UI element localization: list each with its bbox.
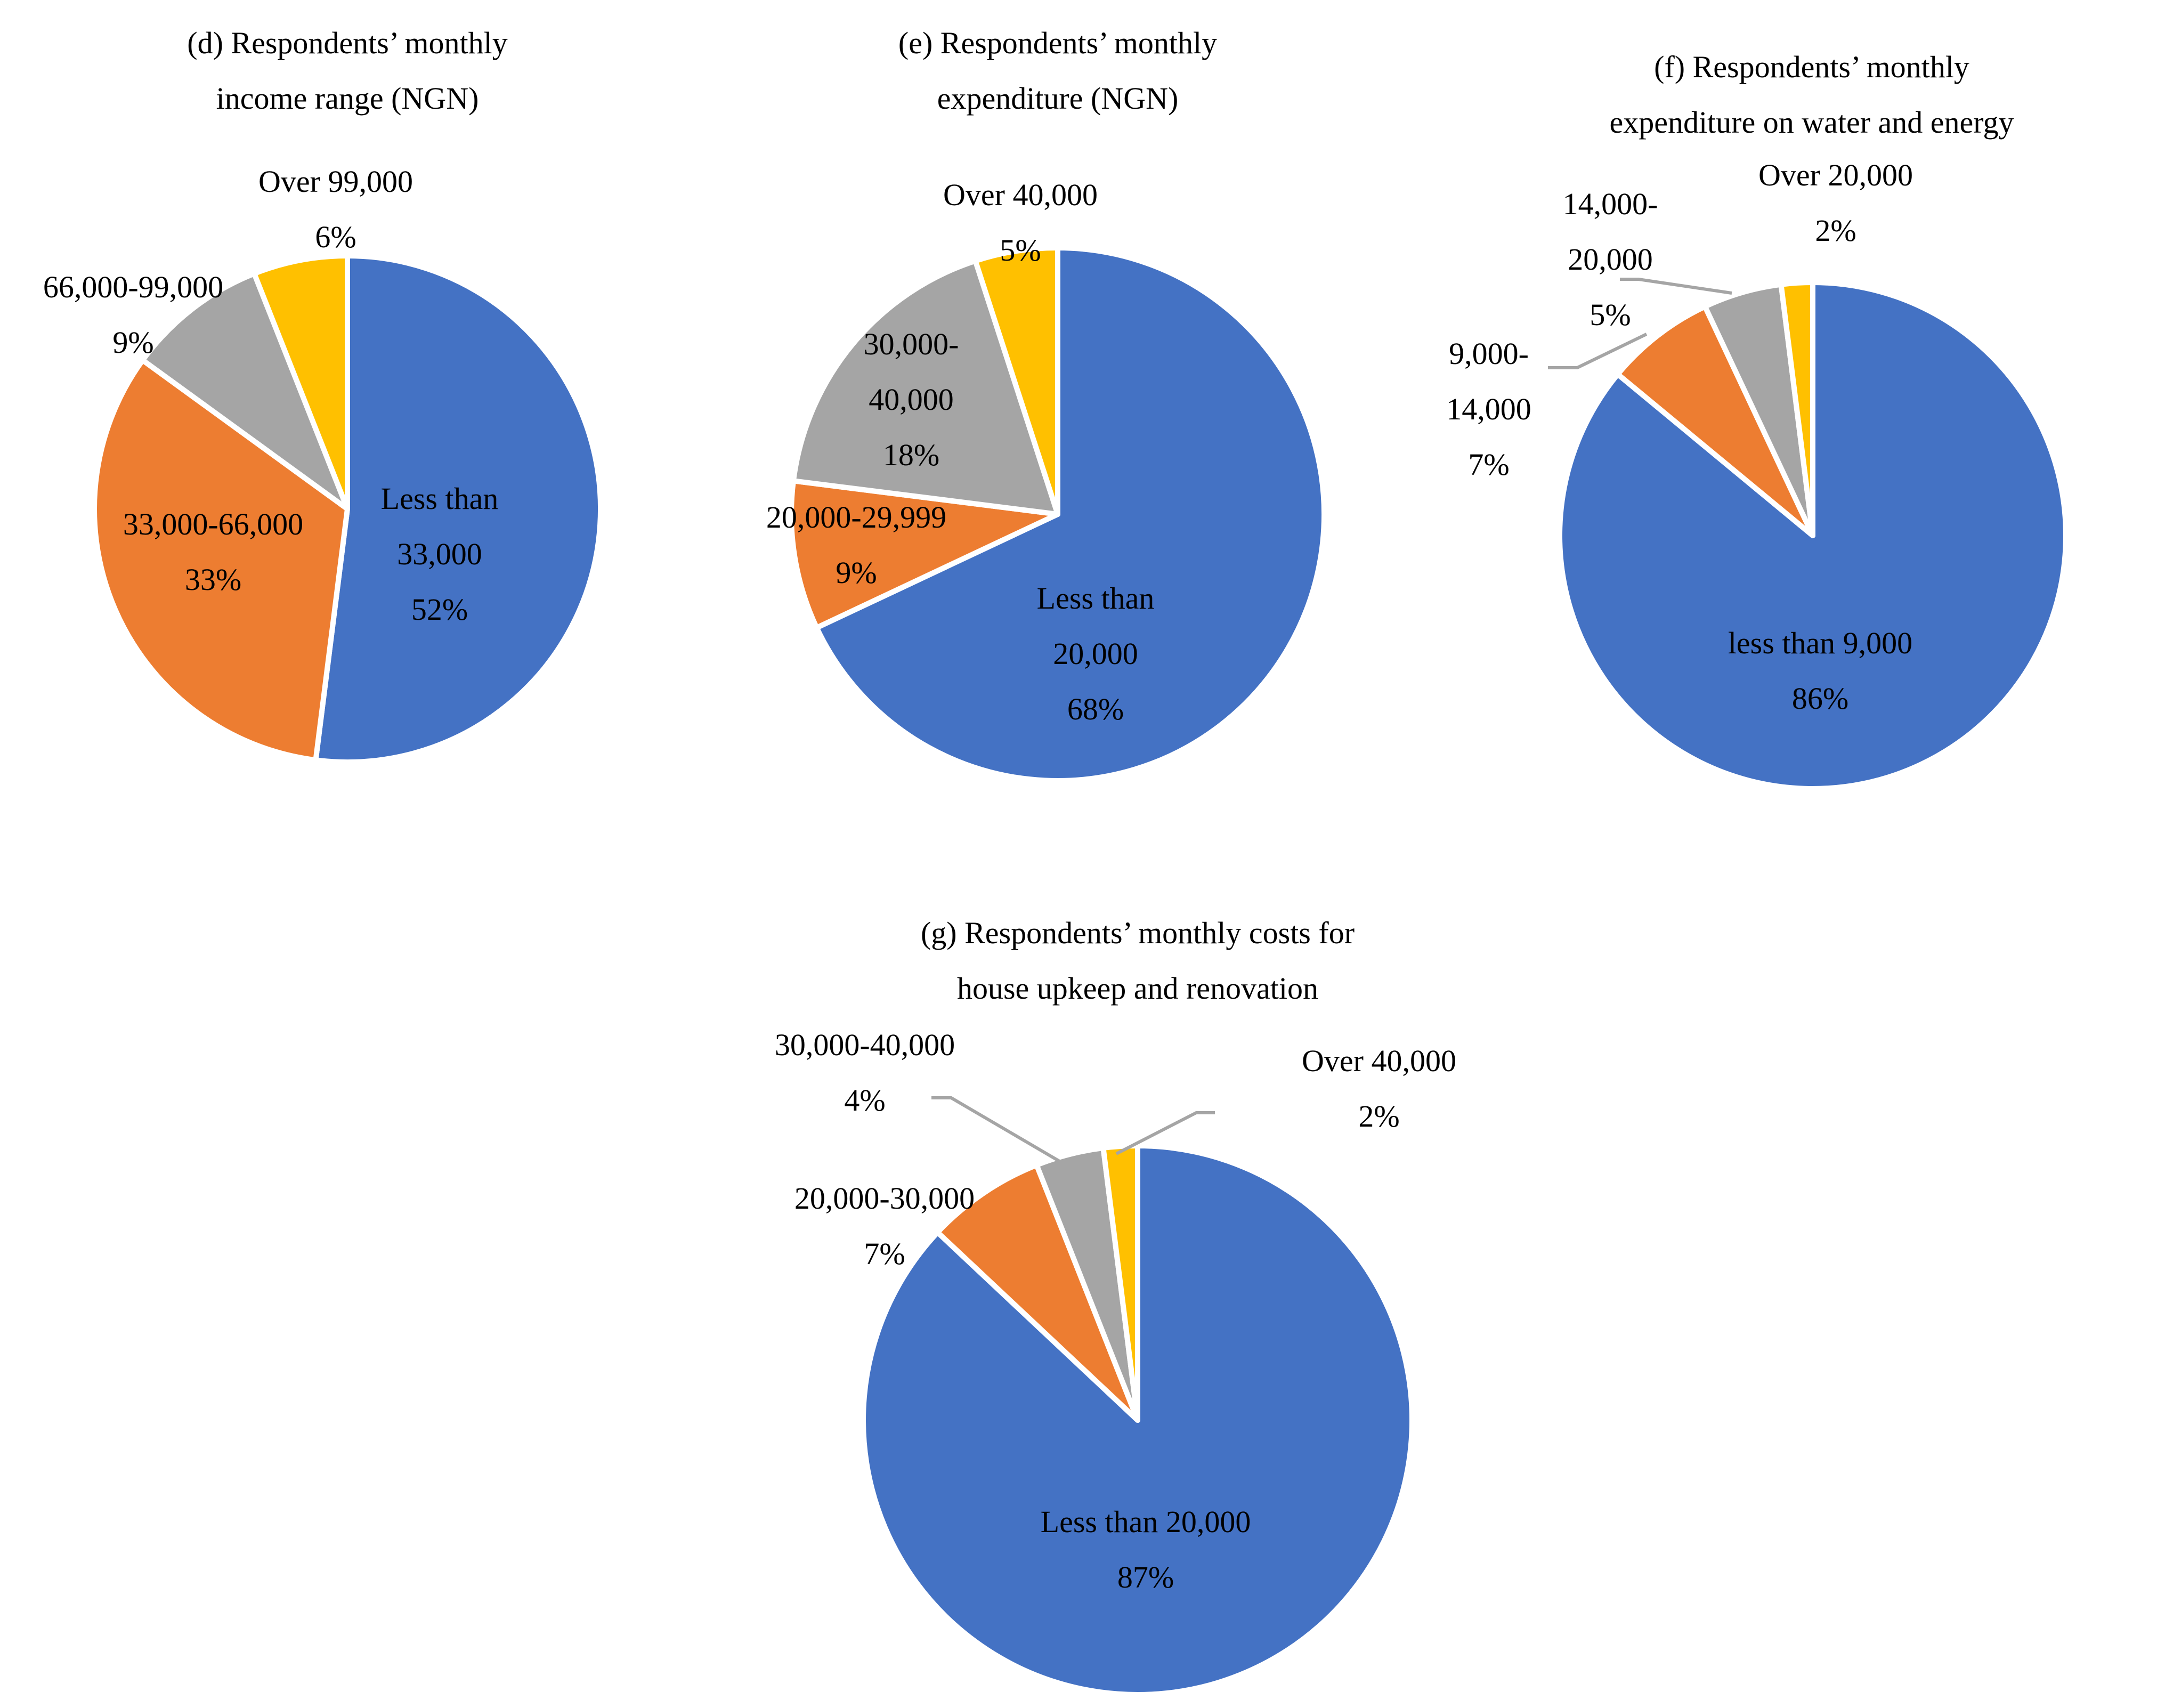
chart-title: (f) Respondents’ monthly expenditure on w…: [1609, 50, 2014, 140]
chart-title: (g) Respondents’ monthly costs for house …: [921, 916, 1355, 1006]
data-label: 14,000-20,000 5%: [1563, 187, 1658, 332]
pie-chart-f: (f) Respondents’ monthly expenditure on w…: [1446, 50, 2069, 791]
pie-slice: [1778, 280, 1815, 538]
pie-chart-e: (e) Respondents’ monthly expenditure (NGN…: [766, 26, 1327, 783]
data-label: 30,000-40,000 4%: [775, 1027, 955, 1118]
chart-title: (d) Respondents’ monthly income range (NG…: [187, 26, 507, 116]
data-label: 30,000-40,000 18%: [864, 327, 959, 472]
data-label: 33,000-66,000 33%: [123, 507, 303, 597]
leader-line: [1620, 278, 1732, 295]
pie-slice: [252, 253, 350, 512]
leader-line: [931, 1096, 1061, 1163]
data-label: 9,000-14,000 7%: [1446, 336, 1531, 482]
pie-slice: [92, 357, 350, 763]
data-label: 20,000-30,000 7%: [794, 1181, 975, 1271]
data-label: less than 9,000 86%: [1728, 626, 1912, 716]
data-label: Over 40,000 5%: [943, 177, 1098, 268]
pie-slice: [140, 271, 350, 512]
pie-slice: [935, 1162, 1140, 1423]
data-label: Over 40,000 2%: [1302, 1043, 1456, 1134]
leader-line: [1548, 333, 1648, 369]
data-label: Less than 33,000 52%: [381, 481, 499, 627]
pie-slice: [789, 478, 1060, 630]
pie-slice: [1557, 280, 2069, 791]
pie-slice: [1100, 1143, 1140, 1423]
pie-chart-d: (d) Respondents’ monthly income range (NG…: [43, 26, 603, 765]
pie-slice: [814, 245, 1327, 783]
pie-slice: [313, 253, 603, 765]
pie-slice: [790, 258, 1060, 517]
pie-slice: [1615, 304, 1815, 538]
data-label: Less than 20,000 68%: [1037, 581, 1155, 726]
data-label: 20,000-29,999 9%: [766, 500, 946, 590]
chart-title: (e) Respondents’ monthly expenditure (NGN…: [898, 26, 1217, 116]
data-label: Over 99,000 6%: [258, 164, 413, 254]
data-label: Less than 20,000 87%: [1041, 1504, 1251, 1594]
pie-slice: [972, 245, 1060, 517]
leader-line: [1115, 1111, 1215, 1155]
data-label: Over 20,000 2%: [1758, 158, 1913, 248]
pie-chart-g: (g) Respondents’ monthly costs for house …: [775, 916, 1456, 1697]
data-label: 66,000-99,000 9%: [43, 270, 223, 360]
